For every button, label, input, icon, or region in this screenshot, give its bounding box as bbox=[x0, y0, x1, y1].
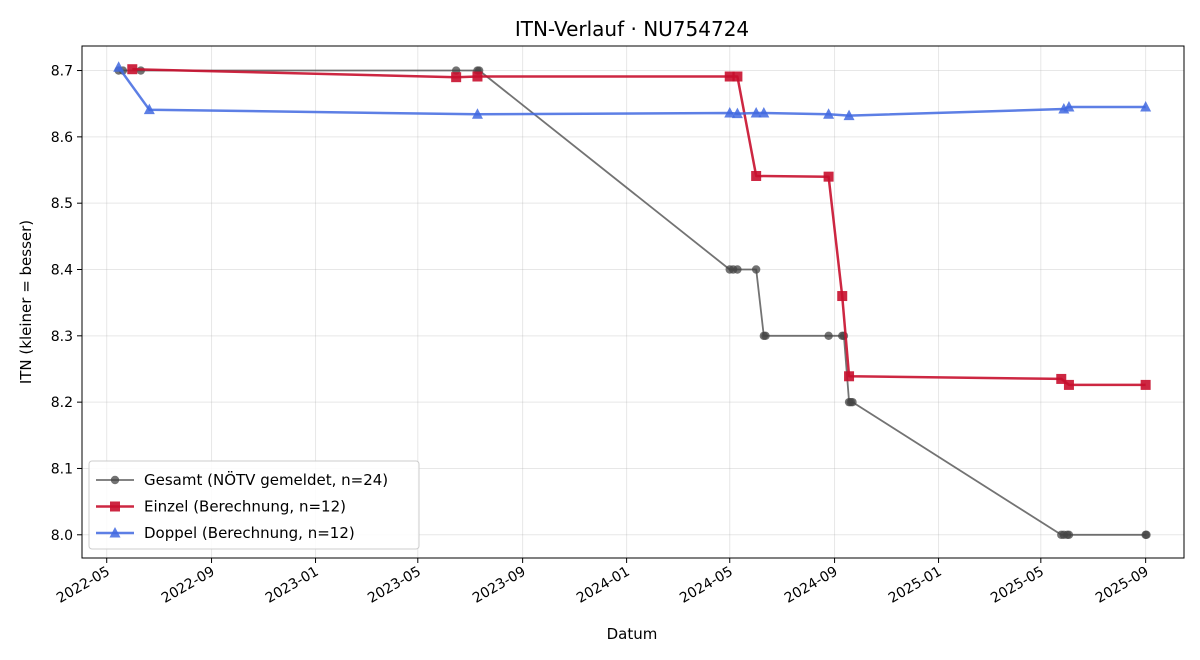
data-point bbox=[751, 265, 761, 274]
series-layer bbox=[113, 61, 1152, 539]
legend-label: Einzel (Berechnung, n=12) bbox=[144, 498, 346, 516]
data-point bbox=[451, 72, 462, 83]
chart-title: ITN-Verlauf · NU754724 bbox=[515, 17, 749, 41]
legend: Gesamt (NÖTV gemeldet, n=24) Einzel (Bere… bbox=[88, 460, 420, 550]
y-tick-label: 8.0 bbox=[51, 528, 73, 544]
legend-marker bbox=[110, 501, 120, 512]
legend-label: Gesamt (NÖTV gemeldet, n=24) bbox=[144, 470, 388, 489]
data-point bbox=[1064, 530, 1074, 539]
data-point bbox=[837, 291, 848, 302]
data-point bbox=[472, 71, 483, 82]
data-point bbox=[724, 106, 736, 118]
series-1 bbox=[127, 64, 1151, 390]
y-tick-label: 8.6 bbox=[51, 130, 73, 146]
x-tick-label: 2024-05 bbox=[677, 564, 736, 607]
x-tick-label: 2023-01 bbox=[263, 564, 322, 607]
data-point bbox=[127, 64, 138, 75]
data-point bbox=[761, 331, 770, 341]
x-tick-label: 2022-05 bbox=[54, 564, 113, 607]
y-tick-label: 8.1 bbox=[51, 461, 73, 477]
data-point bbox=[471, 108, 483, 119]
data-point bbox=[724, 71, 735, 82]
series-line bbox=[132, 67, 1146, 387]
y-tick-label: 8.5 bbox=[51, 196, 73, 212]
data-point bbox=[844, 371, 855, 382]
x-axis: 2022-05 2022-09 2023-01 2023-05 2023-09 2024-… bbox=[54, 558, 1152, 607]
y-tick-label: 8.2 bbox=[51, 395, 73, 411]
data-point bbox=[113, 61, 125, 72]
data-point bbox=[733, 265, 742, 274]
data-point bbox=[732, 71, 743, 82]
data-point bbox=[1140, 101, 1152, 112]
data-point bbox=[823, 108, 835, 119]
legend-entry: Gesamt (NÖTV gemeldet, n=24) bbox=[96, 470, 388, 489]
data-point bbox=[848, 397, 857, 407]
data-point bbox=[751, 170, 762, 181]
data-point bbox=[731, 107, 743, 119]
data-point bbox=[1063, 101, 1075, 112]
y-tick-label: 8.4 bbox=[51, 263, 73, 279]
series-line bbox=[117, 66, 1146, 117]
x-tick-label: 2024-09 bbox=[782, 564, 841, 607]
data-point bbox=[824, 331, 833, 341]
legend-marker bbox=[110, 475, 120, 485]
legend-marker bbox=[109, 527, 121, 538]
x-tick-label: 2023-09 bbox=[470, 564, 529, 607]
legend-entry: Einzel (Berechnung, n=12) bbox=[96, 498, 346, 516]
y-tick-label: 8.3 bbox=[51, 329, 73, 345]
x-tick-label: 2023-05 bbox=[365, 564, 424, 607]
x-tick-label: 2022-09 bbox=[159, 564, 218, 607]
data-point bbox=[843, 109, 855, 121]
legend-box bbox=[88, 460, 420, 550]
data-point bbox=[1142, 530, 1151, 539]
legend-label: Doppel (Berechnung, n=12) bbox=[144, 524, 355, 542]
data-point bbox=[143, 103, 155, 115]
x-tick-label: 2025-05 bbox=[988, 564, 1047, 607]
data-point bbox=[1140, 379, 1151, 390]
x-tick-label: 2024-01 bbox=[574, 564, 633, 607]
data-point bbox=[1063, 379, 1074, 390]
data-point bbox=[1056, 373, 1067, 384]
y-tick-label: 8.7 bbox=[51, 64, 73, 80]
x-axis-label: Datum bbox=[607, 625, 658, 643]
data-point bbox=[750, 106, 762, 118]
legend-entry: Doppel (Berechnung, n=12) bbox=[96, 524, 355, 542]
plot-frame bbox=[81, 45, 1185, 559]
y-axis: 8.0 8.1 8.2 8.3 8.4 8.5 8.6 8.7 bbox=[51, 64, 82, 544]
data-point bbox=[758, 106, 770, 118]
series-2 bbox=[113, 61, 1152, 121]
y-axis-label: ITN (kleiner = besser) bbox=[17, 220, 35, 384]
x-tick-label: 2025-09 bbox=[1093, 564, 1152, 607]
data-point bbox=[823, 171, 834, 182]
series-0 bbox=[114, 66, 1151, 539]
x-tick-label: 2025-01 bbox=[886, 564, 945, 607]
